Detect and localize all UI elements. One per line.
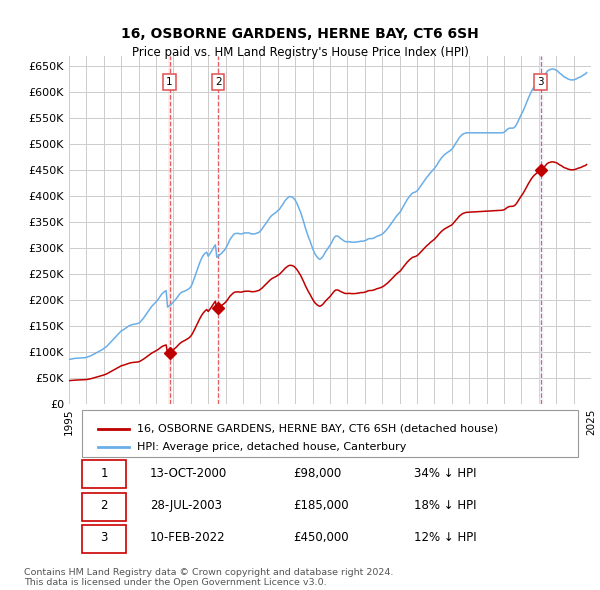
Text: Price paid vs. HM Land Registry's House Price Index (HPI): Price paid vs. HM Land Registry's House …	[131, 46, 469, 59]
FancyBboxPatch shape	[82, 460, 127, 489]
Text: £185,000: £185,000	[293, 499, 349, 512]
Text: 1: 1	[166, 77, 173, 87]
Bar	[539, 56, 544, 404]
Text: £98,000: £98,000	[293, 467, 342, 480]
Text: 16, OSBORNE GARDENS, HERNE BAY, CT6 6SH: 16, OSBORNE GARDENS, HERNE BAY, CT6 6SH	[121, 27, 479, 41]
Text: 1: 1	[100, 467, 108, 480]
Text: HPI: Average price, detached house, Canterbury: HPI: Average price, detached house, Cant…	[137, 442, 406, 452]
FancyBboxPatch shape	[82, 525, 127, 553]
Text: 12% ↓ HPI: 12% ↓ HPI	[413, 531, 476, 544]
FancyBboxPatch shape	[82, 411, 578, 457]
Text: 3: 3	[101, 531, 108, 544]
Text: 34% ↓ HPI: 34% ↓ HPI	[413, 467, 476, 480]
Text: 2: 2	[215, 77, 221, 87]
Text: Contains HM Land Registry data © Crown copyright and database right 2024.
This d: Contains HM Land Registry data © Crown c…	[24, 568, 394, 587]
Bar	[168, 56, 172, 404]
Text: 18% ↓ HPI: 18% ↓ HPI	[413, 499, 476, 512]
Text: 2: 2	[100, 499, 108, 512]
Text: 10-FEB-2022: 10-FEB-2022	[150, 531, 226, 544]
FancyBboxPatch shape	[82, 493, 127, 520]
Text: 3: 3	[538, 77, 544, 87]
Bar	[217, 56, 221, 404]
Text: 13-OCT-2000: 13-OCT-2000	[150, 467, 227, 480]
Text: 16, OSBORNE GARDENS, HERNE BAY, CT6 6SH (detached house): 16, OSBORNE GARDENS, HERNE BAY, CT6 6SH …	[137, 424, 498, 434]
Text: £450,000: £450,000	[293, 531, 349, 544]
Text: 28-JUL-2003: 28-JUL-2003	[150, 499, 222, 512]
